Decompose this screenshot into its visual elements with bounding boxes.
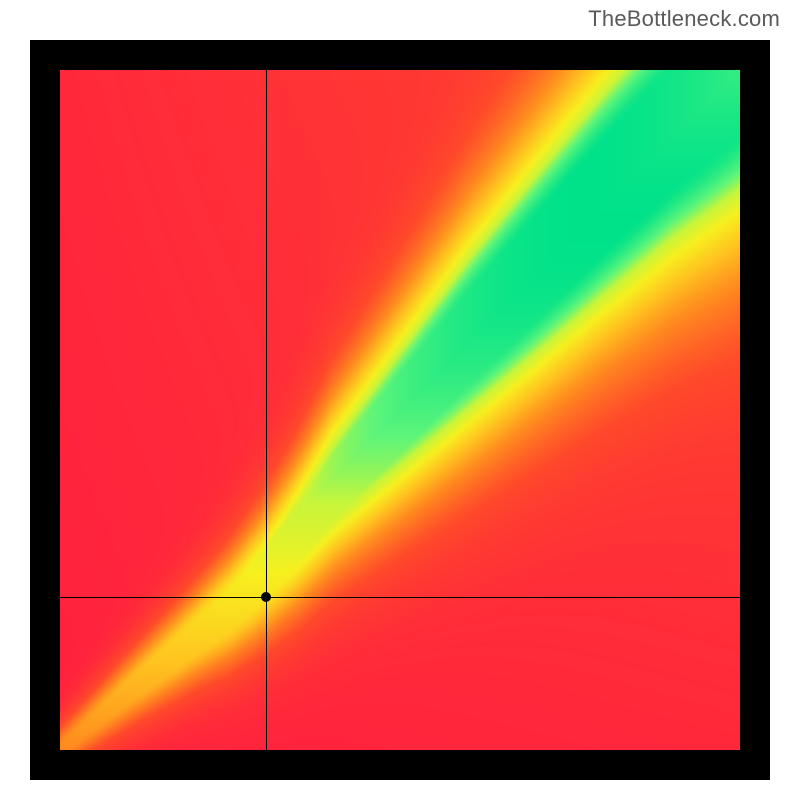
chart-container: TheBottleneck.com (0, 0, 800, 800)
crosshair-vertical (266, 70, 267, 750)
crosshair-horizontal (60, 597, 740, 598)
watermark-text: TheBottleneck.com (588, 6, 780, 32)
marker-point (261, 592, 271, 602)
heatmap-plot (60, 70, 740, 750)
heatmap-canvas (60, 70, 740, 750)
plot-frame (30, 40, 770, 780)
